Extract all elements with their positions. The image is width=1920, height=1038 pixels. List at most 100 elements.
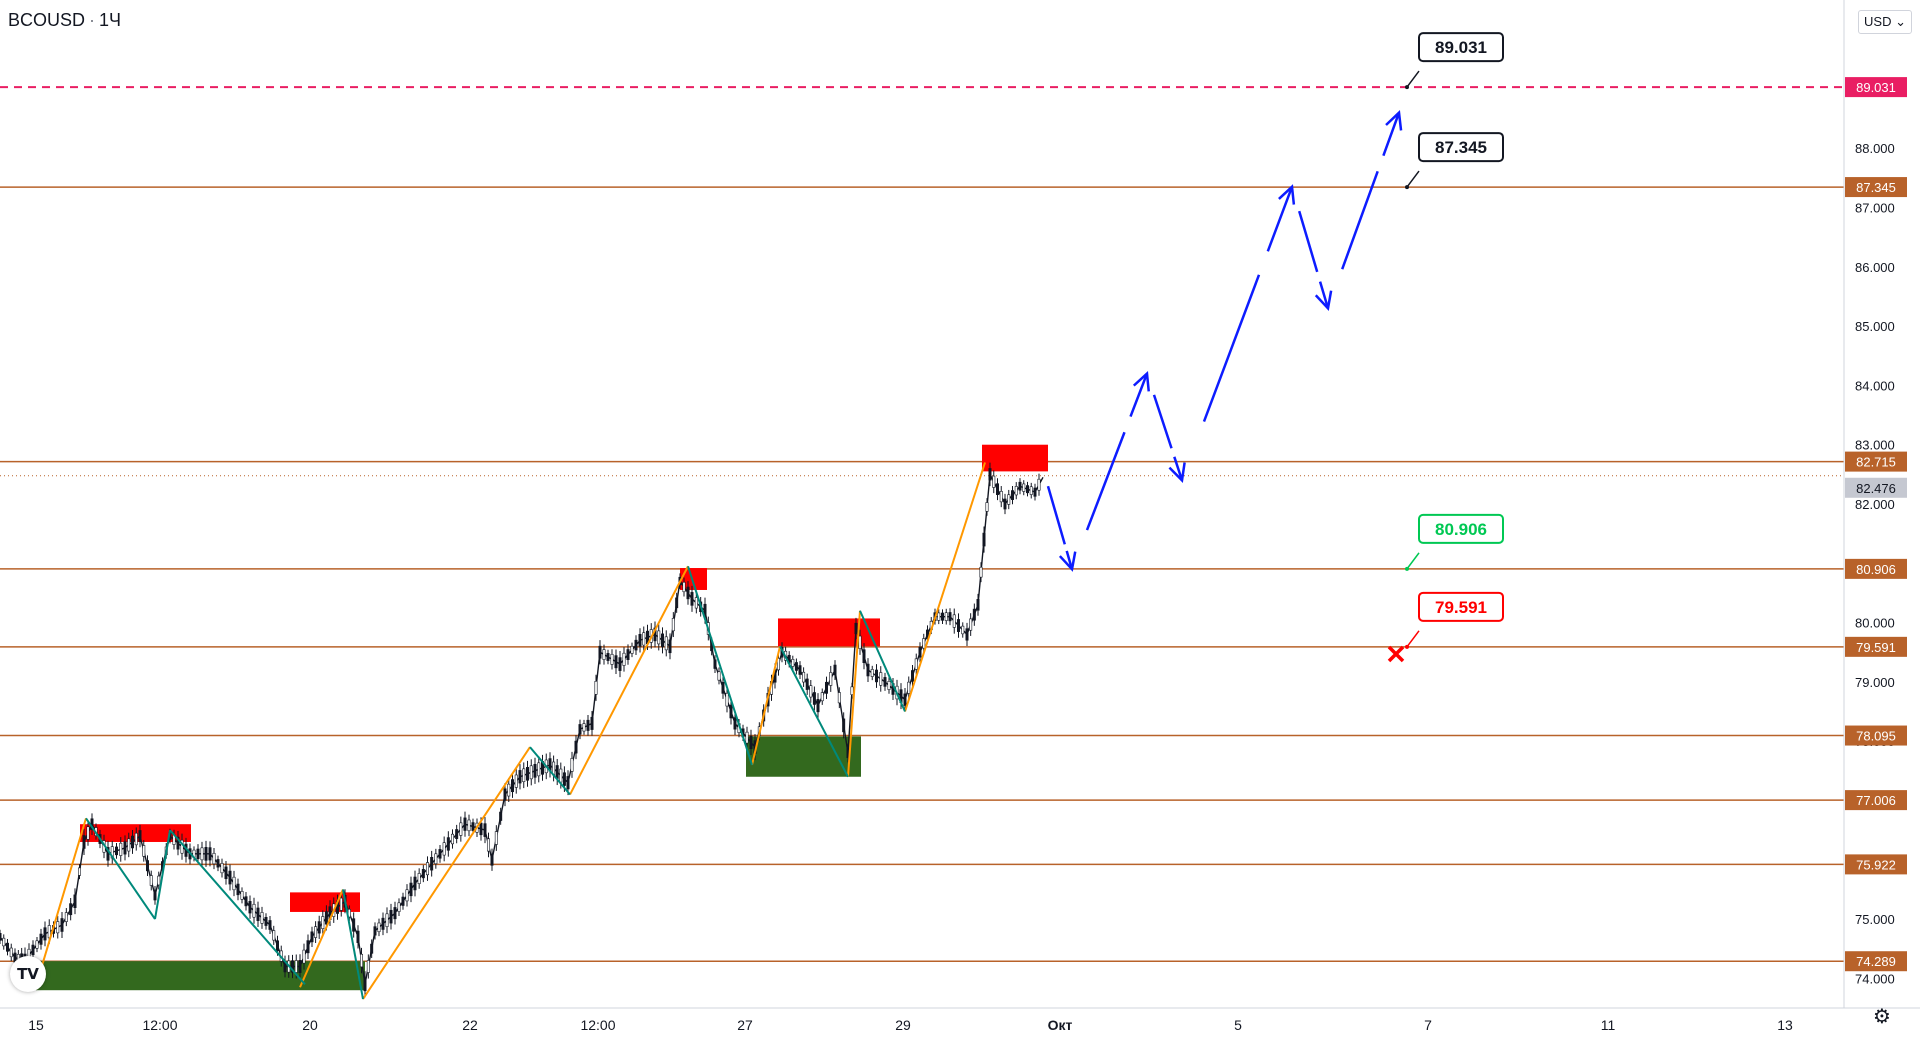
candle-body: [907, 681, 911, 694]
candle-body: [729, 704, 733, 719]
candle-body: [1010, 490, 1014, 500]
candle-body: [999, 491, 1003, 503]
level-badge-0: [1845, 77, 1907, 98]
candle-body: [675, 597, 679, 609]
candle-body: [514, 774, 518, 788]
tradingview-logo-icon[interactable]: TV: [10, 956, 46, 992]
callout-box-2[interactable]: [1418, 513, 1504, 544]
x-tick-label: 12:00: [580, 1017, 615, 1033]
symbol-info[interactable]: BCOUSD · 1Ч: [8, 10, 121, 31]
candle-body: [463, 817, 467, 831]
x-tick-label: 7: [1424, 1017, 1432, 1033]
y-tick-label: 75.000: [1855, 912, 1895, 927]
candle-body: [1026, 485, 1030, 494]
forecast-seg-5: [1341, 170, 1379, 270]
candle-body: [812, 692, 816, 705]
candle-body: [2, 937, 6, 947]
candle-body: [805, 678, 809, 690]
candle-body: [260, 912, 264, 924]
candle-body: [982, 532, 986, 547]
candle-body: [306, 940, 310, 954]
candle-body: [204, 847, 208, 861]
currency-button[interactable]: USD ⌄: [1858, 10, 1912, 34]
candle-body: [434, 853, 438, 865]
callout-box-0[interactable]: [1418, 32, 1504, 63]
current-price-label: 82.476: [1856, 481, 1896, 496]
callout-box-3[interactable]: [1418, 591, 1504, 622]
candle-body: [123, 841, 127, 855]
candle-body: [397, 902, 401, 912]
callout-label: 89.031: [1435, 38, 1487, 57]
candle-body: [664, 636, 668, 651]
candle-body: [1003, 498, 1007, 510]
candle-body: [948, 612, 952, 622]
time-ticks: 15 12:00 20 22 12:00 27 29 Окт 5 7 11 13: [28, 1017, 1793, 1033]
candle-body: [298, 960, 302, 973]
candle-body: [405, 889, 409, 902]
price-axis: [0, 0, 1920, 1009]
supply-zone-3: [778, 618, 880, 647]
candle-body: [39, 933, 43, 945]
candle-body: [64, 912, 68, 922]
candle-body: [642, 632, 646, 646]
callout-box-1[interactable]: [1418, 132, 1504, 163]
forecast-seg-1: [1085, 431, 1126, 531]
y-tick-label: 79.000: [1855, 675, 1895, 690]
candle-body: [525, 767, 529, 781]
impulse-down-2: [169, 829, 306, 985]
candle-body: [339, 897, 343, 911]
candle-body: [200, 847, 204, 861]
candle-body: [833, 664, 837, 676]
candle-body: [69, 903, 73, 916]
candle-body: [442, 842, 446, 856]
candle-body: [717, 671, 721, 681]
level-badge-6: [1845, 790, 1907, 811]
candle-body: [507, 783, 511, 797]
forecast-seg-2: [1152, 394, 1173, 449]
candle-body: [224, 866, 228, 880]
candle-body: [842, 718, 846, 733]
candle-body: [389, 909, 393, 924]
candle-body: [590, 716, 594, 730]
candle-body: [294, 960, 298, 973]
impulse-down-5: [687, 565, 753, 766]
candle-body: [78, 867, 82, 876]
candle-body: [671, 618, 675, 632]
candle-body: [471, 822, 475, 831]
candle-body: [965, 628, 969, 641]
candle-body: [138, 830, 142, 842]
candle-body: [940, 612, 944, 621]
x-tick-label: 20: [302, 1017, 318, 1033]
candle-body: [657, 630, 661, 645]
candle-body: [866, 663, 870, 677]
gear-icon[interactable]: ⚙: [1873, 1004, 1891, 1028]
candle-body: [377, 922, 381, 933]
candle-body: [618, 657, 622, 671]
candle-body: [562, 772, 566, 786]
candle-body: [537, 762, 541, 777]
candle-body: [874, 669, 878, 683]
y-tick-label: 83.000: [1855, 438, 1895, 453]
candle-body: [694, 597, 698, 609]
candle-body: [829, 672, 833, 686]
candle-body: [134, 832, 138, 846]
candle-body: [127, 838, 131, 852]
candle-body: [450, 833, 454, 845]
candle-body: [622, 652, 626, 666]
impulse-down-7: [859, 610, 906, 712]
candle-body: [236, 883, 240, 896]
candle-body: [820, 692, 824, 702]
candle-body: [791, 659, 795, 667]
level-badge-label: 75.922: [1856, 857, 1896, 872]
candle-body: [275, 940, 279, 952]
impulse-up-1: [299, 889, 344, 988]
candle-body: [1022, 483, 1026, 492]
callout-anchor: [1405, 566, 1409, 571]
candle-body: [522, 768, 526, 782]
candle-body: [745, 731, 749, 744]
x-tick-label: 13: [1777, 1017, 1793, 1033]
level-badge-label: 78.095: [1856, 729, 1896, 744]
candle-body: [455, 829, 459, 839]
candle-body: [574, 740, 578, 754]
